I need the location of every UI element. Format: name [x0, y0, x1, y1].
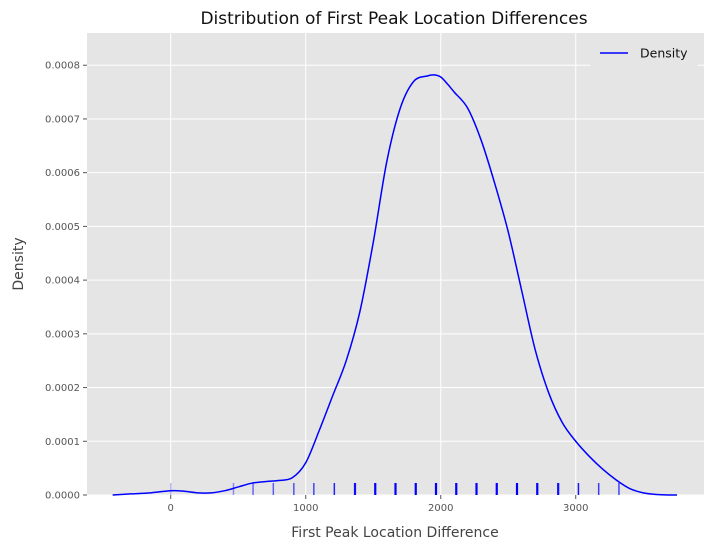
x-tick-label: 2000: [428, 503, 453, 514]
y-tick-label: 0.0007: [45, 114, 80, 125]
x-tick-label: 0: [168, 503, 174, 514]
chart-title: Distribution of First Peak Location Diff…: [200, 9, 587, 29]
plot-area: [87, 33, 704, 495]
y-axis-label: Density: [11, 237, 27, 290]
y-tick-label: 0.0000: [45, 491, 80, 502]
x-axis-ticks: 0 1000 2000 3000: [168, 495, 588, 514]
grid-lines: [87, 33, 704, 496]
rug-marks: [169, 483, 620, 495]
y-tick-label: 0.0001: [45, 437, 80, 448]
x-tick-label: 1000: [293, 503, 318, 514]
y-tick-label: 0.0003: [45, 329, 80, 340]
y-tick-label: 0.0004: [45, 276, 80, 287]
legend-box: [590, 39, 698, 67]
y-tick-label: 0.0002: [45, 383, 80, 394]
x-tick-label: 3000: [563, 503, 588, 514]
density-line: [112, 74, 677, 496]
y-tick-label: 0.0005: [45, 222, 80, 233]
y-axis-ticks: 0.0000 0.0001 0.0002 0.0003 0.0004 0.0005 0.00…: [45, 61, 87, 502]
y-tick-label: 0.0008: [45, 61, 80, 72]
legend-label-density: Density: [640, 46, 688, 61]
x-axis-label: First Peak Location Difference: [291, 525, 498, 541]
y-tick-label: 0.0006: [45, 168, 80, 179]
legend: Density: [590, 39, 698, 67]
